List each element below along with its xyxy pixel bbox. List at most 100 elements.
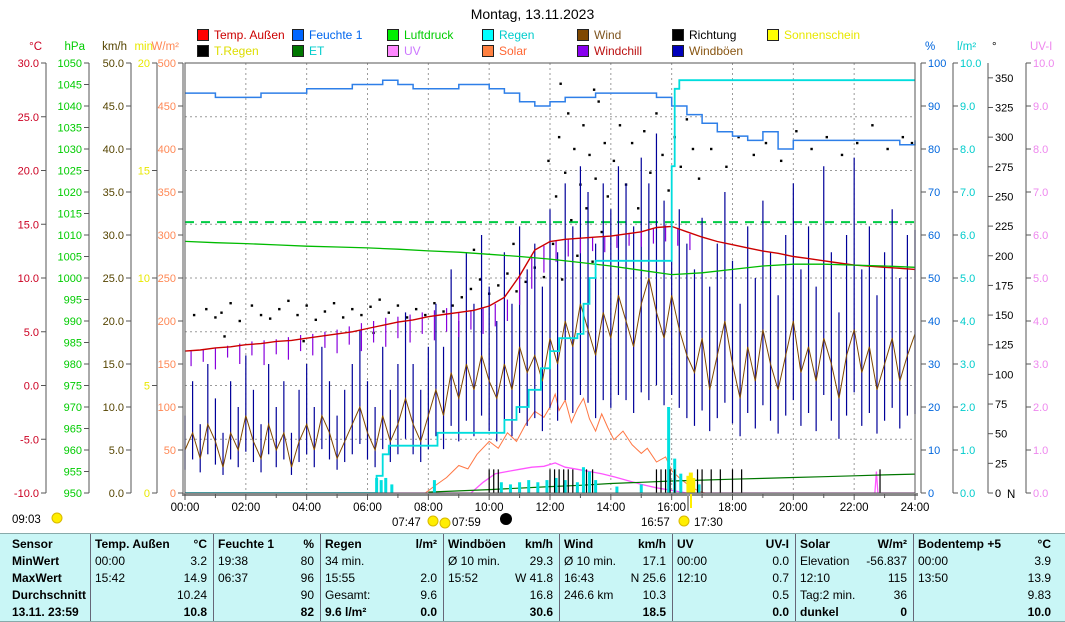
axis-tick-label-pct: 100: [928, 58, 946, 70]
axis-tick-label-kmh: 40.0: [103, 144, 124, 156]
axis-unit-deg: °: [992, 41, 997, 53]
stats-row: 13:50 13.9: [918, 570, 1051, 587]
stats-table: Sensor MinWert MaxWert Durchschnitt 13.11. 2…: [0, 533, 1065, 622]
series-direction: [600, 230, 603, 234]
stats-cell-value: 90: [300, 588, 314, 602]
axis-tick-label-deg: 300: [995, 132, 1013, 144]
axis-tick-label-lm2: 1.0: [960, 445, 975, 457]
legend-row-1: Temp. Außen Feuchte 1 Luftdruck Regen Wind Ri…: [197, 27, 862, 43]
axis-tick-label-hpa: 1025: [58, 166, 82, 178]
stats-cell-label: 13:50: [918, 571, 949, 585]
column-title: Solar: [800, 537, 831, 551]
axis-tick-label-pct: 20: [928, 402, 940, 414]
axis-unit-min: min: [134, 41, 153, 53]
axis-tick-label-deg: 25: [995, 458, 1007, 470]
axis-tick-label-hpa: 1050: [58, 58, 82, 70]
axis-tick-label-kmh: 10.0: [103, 402, 124, 414]
stats-column-header: Sensor: [12, 536, 84, 553]
annotation-time-label: 07:59: [452, 517, 481, 529]
legend-item-richtung: Richtung: [672, 27, 767, 43]
column-title: Bodentemp +5: [918, 537, 1002, 551]
series-direction: [442, 310, 445, 313]
series-direction: [603, 141, 606, 145]
series-direction: [612, 159, 616, 163]
series-direction: [737, 135, 740, 139]
axis-tick-label-lm2: 5.0: [960, 273, 975, 285]
axis-tick-label-temp: 5.0: [24, 327, 39, 339]
series-direction: [278, 307, 281, 311]
series-direction: [606, 195, 609, 198]
annotation-time-label: 07:47: [392, 517, 421, 529]
axis-tick-label-deg: 250: [995, 191, 1013, 203]
axis-unit-kmh: km/h: [102, 41, 127, 53]
stats-cell-label: 00:00: [95, 554, 126, 568]
column-unit: UV-I: [765, 537, 789, 551]
stats-cell-label: 15:55: [325, 571, 356, 585]
legend-swatch: [577, 45, 589, 57]
axis-tick-label-uv: 3.0: [1033, 359, 1048, 371]
axis-tick-label-min: 15: [138, 166, 150, 178]
axis-tick-label-pct: 80: [928, 144, 940, 156]
axis-tick-label-pct: 40: [928, 316, 940, 328]
legend-swatch: [197, 45, 209, 57]
stats-row: Ø 10 min. 29.3: [448, 553, 553, 570]
x-tick-label: 12:00: [536, 502, 565, 514]
series-direction: [582, 124, 585, 127]
series-direction: [560, 278, 564, 281]
series-direction: [752, 153, 755, 157]
series-direction: [901, 135, 905, 139]
annotation-time-label: 17:30: [694, 517, 723, 529]
axis-tick-label-deg: 125: [995, 340, 1013, 352]
stats-row: 16:43 N 25.6: [564, 570, 666, 587]
stats-column-header: Feuchte 1%: [218, 536, 314, 553]
series-direction: [564, 171, 567, 174]
column-unit: %: [303, 537, 314, 551]
legend-swatch: [577, 29, 589, 41]
series-direction: [302, 339, 305, 343]
stats-row: 15:52 W 41.8: [448, 570, 553, 587]
axis-tick-label-kmh: 25.0: [103, 273, 124, 285]
page-title: Montag, 13.11.2023: [470, 6, 595, 22]
weather-chart: 00:00 02:00 04:00 06:00 08:00 10:00 12:00 14:00…: [12, 41, 1054, 529]
stats-row: 246.6 km 10.3: [564, 587, 666, 604]
series-direction: [305, 304, 308, 307]
series-direction: [591, 260, 594, 263]
column-title: UV: [677, 537, 694, 551]
x-tick-label: 16:00: [657, 502, 686, 514]
axis-unit-hpa: hPa: [65, 41, 86, 53]
axis-tick-label-kmh: 30.0: [103, 230, 124, 242]
stats-cell-value: -56.837: [866, 554, 907, 568]
axis-tick-label-wm2: 100: [158, 402, 176, 414]
x-tick-label: 22:00: [840, 502, 869, 514]
x-tick-label: 20:00: [779, 502, 808, 514]
stats-cell-value: 0.5: [772, 588, 789, 602]
legend-item-t-regen: T.Regen: [197, 43, 292, 59]
axis-tick-label-hpa: 970: [64, 402, 82, 414]
stats-row: Tag:2 min. 36: [800, 587, 907, 604]
axis-tick-label-uv: 8.0: [1033, 144, 1048, 156]
series-direction: [871, 124, 874, 127]
series-direction: [559, 82, 562, 85]
axis-tick-label-temp: 30.0: [18, 58, 39, 70]
stats-cell-label: Elevation: [800, 554, 850, 568]
stats-cell-value: 10.24: [176, 588, 207, 602]
series-direction: [341, 316, 345, 319]
series-direction: [810, 147, 813, 151]
legend-label: UV: [404, 44, 421, 58]
annotation-time-label: N: [1007, 489, 1015, 501]
stats-row: 00:00 3.2: [95, 553, 207, 570]
legend-item-windb-en: Windböen: [672, 43, 767, 59]
stats-column-temp-au-en: Temp. Außen °C 00:00 3.2 15:42 14.9 10.24 10.8: [90, 534, 213, 621]
annotation-time-label: 16:57: [641, 517, 670, 529]
stats-cell-label: Ø 10 min.: [448, 554, 501, 568]
series-direction: [192, 313, 196, 317]
stats-column-feuchte-1: Feuchte 1% 19:38 80 06:37 96 90 82: [213, 534, 320, 621]
series-direction: [351, 307, 354, 311]
axis-tick-label-deg: 175: [995, 280, 1013, 292]
series-direction: [643, 130, 646, 133]
axis-tick-label-lm2: 9.0: [960, 101, 975, 113]
column-unit: km/h: [524, 537, 553, 551]
stats-column-uv: UV UV-I 00:00 0.0 12:10 0.7 0.5 0.0: [672, 534, 795, 621]
column-title: Sensor: [12, 537, 53, 551]
